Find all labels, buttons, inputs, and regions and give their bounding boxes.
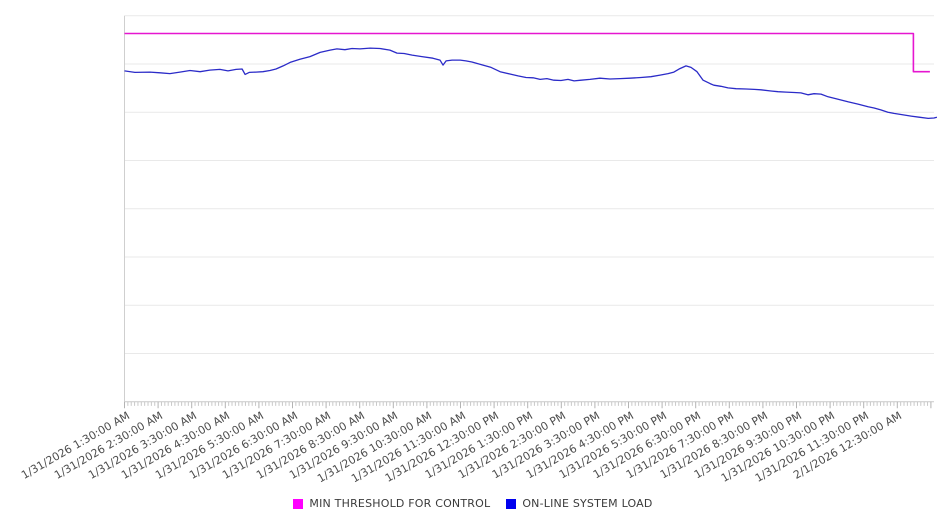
legend-label-load: ON-LINE SYSTEM LOAD: [522, 497, 653, 510]
legend-item-system-load[interactable]: ON-LINE SYSTEM LOAD: [506, 497, 652, 510]
system-load-line: [124, 47, 938, 120]
threshold-line: [124, 32, 930, 73]
x-minor-ticks: [127, 401, 929, 406]
load-swatch: [506, 498, 517, 509]
legend-item-min-threshold[interactable]: MIN THRESHOLD FOR CONTROL: [293, 497, 490, 510]
legend-label-threshold: MIN THRESHOLD FOR CONTROL: [309, 497, 491, 510]
x-major-ticks: [124, 401, 932, 409]
threshold-swatch: [293, 498, 304, 509]
chart-legend: MIN THRESHOLD FOR CONTROL ON-LINE SYSTEM…: [0, 497, 946, 510]
